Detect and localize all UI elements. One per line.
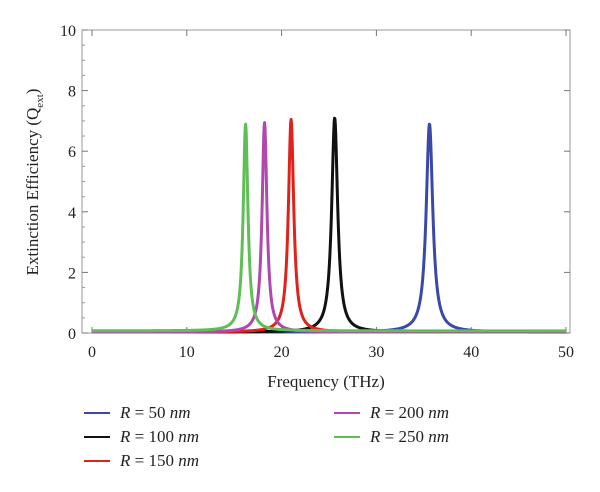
x-tick-label: 10 — [179, 344, 195, 361]
series-line — [90, 121, 568, 334]
series-line — [90, 116, 568, 334]
legend: R = 50 nm R = 100 nm R = 150 nm R = 200 nm R… — [84, 403, 449, 470]
x-axis-label: Frequency (THz) — [267, 372, 385, 391]
legend-entry: R = 150 nm — [119, 451, 199, 470]
legend-entry: R = 50 nm — [119, 403, 191, 422]
y-tick-label: 2 — [68, 265, 76, 282]
x-tick-label: 20 — [274, 344, 290, 361]
y-tick-label: 4 — [68, 205, 76, 222]
plot-frame — [81, 29, 571, 334]
x-tick-label: 0 — [88, 344, 96, 361]
x-tick-label: 30 — [368, 344, 384, 361]
series-curves — [90, 116, 568, 334]
legend-entry: R = 250 nm — [369, 427, 449, 446]
y-tick-label: 0 — [68, 326, 76, 343]
y-tick-label: 6 — [68, 144, 76, 161]
y-tick-label: 10 — [60, 23, 76, 40]
x-tick-label: 40 — [463, 344, 479, 361]
y-axis-label: Extinction Efficiency (Qext) — [23, 89, 46, 276]
legend-entry: R = 200 nm — [369, 403, 449, 422]
x-tick-label: 50 — [558, 344, 574, 361]
legend-entry: R = 100 nm — [119, 427, 199, 446]
series-line — [90, 122, 568, 334]
y-tick-label: 8 — [68, 84, 76, 101]
series-line — [90, 117, 568, 334]
series-line — [90, 122, 568, 333]
axes: 0 10 20 30 40 50 0 2 4 6 8 10 — [60, 23, 574, 361]
